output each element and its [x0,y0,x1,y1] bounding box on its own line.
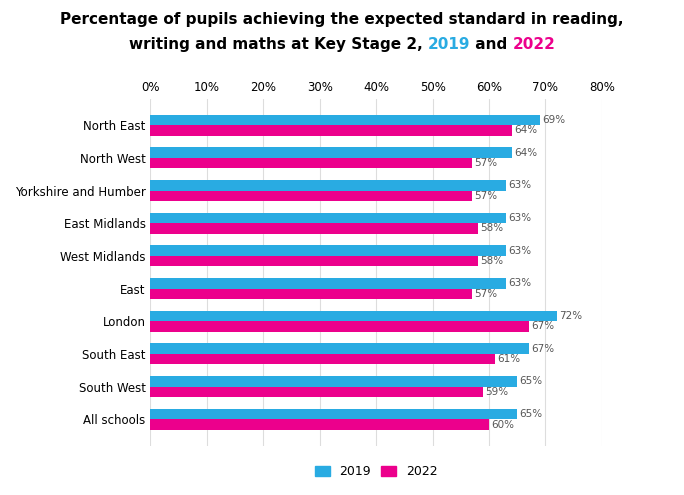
Text: 65%: 65% [520,376,542,387]
Text: 2022: 2022 [512,37,555,52]
Bar [150,344,529,354]
Text: 72%: 72% [559,311,582,321]
Bar [150,321,529,332]
Text: 63%: 63% [508,213,531,223]
Text: 57%: 57% [475,289,497,299]
Bar [150,278,506,289]
Text: 61%: 61% [497,354,520,364]
Bar [150,158,472,168]
Bar [150,191,472,201]
Bar [150,148,512,158]
Bar [150,246,506,256]
Text: 63%: 63% [508,278,531,289]
Text: 60%: 60% [491,420,514,430]
Text: 65%: 65% [520,409,542,419]
Text: 67%: 67% [531,344,554,354]
Text: writing and maths at Key Stage 2,: writing and maths at Key Stage 2, [129,37,428,52]
Text: 63%: 63% [508,246,531,256]
Text: 64%: 64% [514,148,537,157]
Bar [150,125,512,136]
Legend: 2019, 2022: 2019, 2022 [308,459,444,484]
Text: Percentage of pupils achieving the expected standard in reading,: Percentage of pupils achieving the expec… [60,12,624,27]
Text: 67%: 67% [531,321,554,332]
Bar [150,180,506,191]
Bar [150,256,477,266]
Bar [150,409,517,419]
Text: 69%: 69% [542,115,565,125]
Bar [150,419,489,430]
Text: 59%: 59% [486,387,509,397]
Bar [150,223,477,234]
Bar [150,387,484,397]
Text: 64%: 64% [514,125,537,136]
Text: 58%: 58% [480,256,503,266]
Text: 63%: 63% [508,180,531,191]
Text: 58%: 58% [480,223,503,234]
Text: 2019: 2019 [428,37,470,52]
Text: and: and [470,37,512,52]
Text: 57%: 57% [475,158,497,168]
Bar [150,376,517,387]
Bar [150,354,495,364]
Bar [150,311,557,321]
Bar [150,115,540,125]
Bar [150,213,506,223]
Bar [150,289,472,299]
Text: 57%: 57% [475,191,497,201]
